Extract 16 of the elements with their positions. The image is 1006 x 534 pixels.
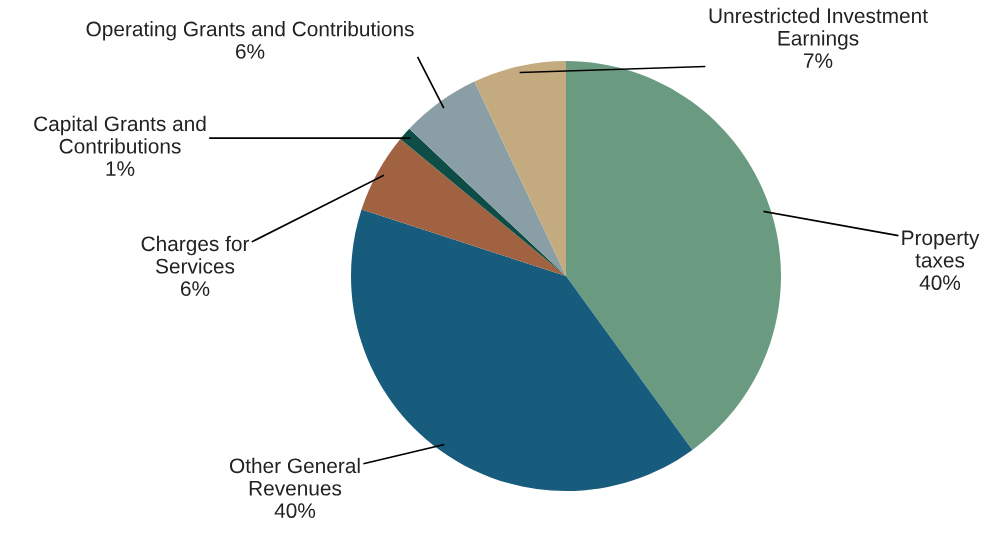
pie-slice	[566, 61, 781, 450]
data-label: 40%	[919, 275, 961, 291]
slice-label: Other General Revenues	[229, 457, 360, 496]
pie-slice	[361, 138, 566, 276]
slice-label: Capital Grants and Contributions	[34, 115, 206, 154]
pie-slice	[474, 61, 566, 276]
slice-label: Property taxes	[902, 230, 980, 268]
data-label: 7%	[804, 53, 833, 68]
slice-label: Operating Grants and Contributions	[86, 21, 414, 41]
data-label: 40%	[274, 503, 316, 519]
slice-label: Unrestricted Investment Earnings	[709, 7, 928, 50]
data-label: 6%	[181, 281, 210, 297]
data-label: 6%	[236, 44, 265, 59]
pie-slice	[409, 81, 566, 276]
data-label: 1%	[106, 161, 135, 176]
slice-label: Charges for Services	[141, 235, 250, 274]
